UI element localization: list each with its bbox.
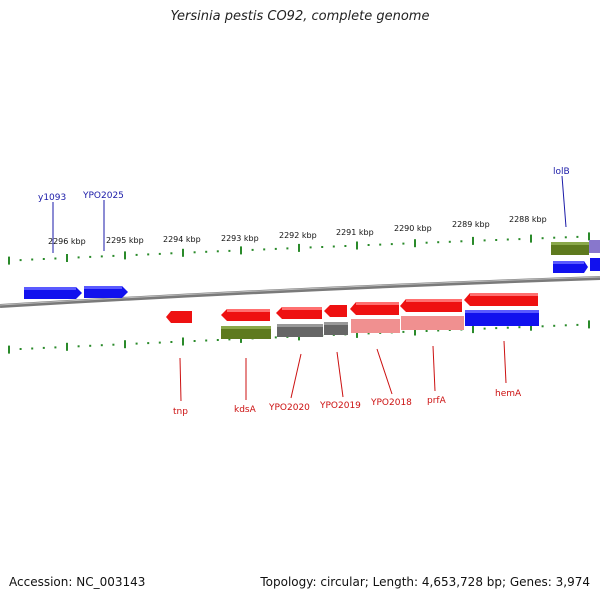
gene-pink-1[interactable] xyxy=(351,319,400,333)
scale-label: 2296 kbp xyxy=(48,237,86,246)
scale-labels: 2296 kbp 2295 kbp 2294 kbp 2293 kbp 2292… xyxy=(48,215,547,246)
gene-highlight xyxy=(227,309,270,312)
gene-label-prfA: prfA xyxy=(427,396,447,406)
gene-label-kdsA: kdsA xyxy=(234,405,257,415)
genome-summary-text: Topology: circular; Length: 4,653,728 bp… xyxy=(260,575,590,589)
genome-backbone-highlight xyxy=(0,276,600,306)
leader-line xyxy=(432,345,436,392)
gene-label-tnp: tnp xyxy=(173,407,188,417)
gene-olive-right[interactable] xyxy=(551,242,589,255)
gene-highlight xyxy=(356,302,399,305)
top-gene-labels: y1093 YPO2025 lolB xyxy=(38,167,570,253)
gene-hemA[interactable] xyxy=(465,310,539,326)
gene-label-YPO2020: YPO2020 xyxy=(268,403,310,413)
scale-label: 2295 kbp xyxy=(106,236,144,245)
gene-highlight xyxy=(84,286,122,289)
gene-label-lolB: lolB xyxy=(553,167,570,177)
scale-label: 2288 kbp xyxy=(509,215,547,224)
gene-highlight xyxy=(324,322,348,325)
gene-YPO2018[interactable] xyxy=(350,302,399,315)
diagram-title: Yersinia pestis CO92, complete genome xyxy=(170,9,430,24)
gene-label-hemA: hemA xyxy=(495,389,522,399)
scale-label: 2289 kbp xyxy=(452,220,490,229)
bottom-gene-labels: tnp kdsA YPO2020 YPO2019 YPO2018 prfA he… xyxy=(173,340,522,417)
gene-prfA[interactable] xyxy=(400,299,462,312)
gene-label-YPO2025: YPO2025 xyxy=(82,191,124,201)
gene-label-YPO2018: YPO2018 xyxy=(370,398,412,408)
gene-label-YPO2019: YPO2019 xyxy=(319,401,361,411)
gene-YPO2019[interactable] xyxy=(324,305,347,317)
gene-highlight xyxy=(24,287,76,290)
leader-line xyxy=(336,351,344,398)
gene-gray-2[interactable] xyxy=(324,322,348,335)
scale-label: 2293 kbp xyxy=(221,234,259,243)
bottom-strand-genes xyxy=(166,293,539,339)
top-strand-genes xyxy=(24,240,600,299)
leader-line xyxy=(561,175,567,228)
gene-highlight xyxy=(221,326,271,329)
scale-label: 2290 kbp xyxy=(394,224,432,233)
gene-gray-1[interactable] xyxy=(277,324,323,337)
leader-line xyxy=(376,348,393,395)
gene-purple-right[interactable] xyxy=(589,240,600,253)
scale-label: 2291 kbp xyxy=(336,228,374,237)
gene-highlight xyxy=(465,310,539,313)
gene-highlight xyxy=(551,242,589,245)
genome-backbone xyxy=(0,276,600,308)
gene-highlight xyxy=(553,261,584,264)
gene-tnp[interactable] xyxy=(166,311,192,323)
leader-line xyxy=(503,340,507,384)
gene-highlight xyxy=(277,324,323,327)
leader-line xyxy=(179,357,182,402)
accession-text: Accession: NC_003143 xyxy=(9,575,146,589)
gene-label-y1093: y1093 xyxy=(38,193,66,203)
gene-highlight xyxy=(282,307,322,310)
gene-kdsA[interactable] xyxy=(221,326,271,339)
scale-label: 2292 kbp xyxy=(279,231,317,240)
gene-pink-2[interactable] xyxy=(401,316,464,330)
gene-blue-edge[interactable] xyxy=(590,258,600,271)
gene-hemA-arrow[interactable] xyxy=(464,293,538,306)
scale-label: 2294 kbp xyxy=(163,235,201,244)
scale-ticks-top xyxy=(8,232,590,265)
leader-line xyxy=(290,353,302,399)
gene-highlight xyxy=(406,299,462,302)
gene-highlight xyxy=(470,293,538,296)
